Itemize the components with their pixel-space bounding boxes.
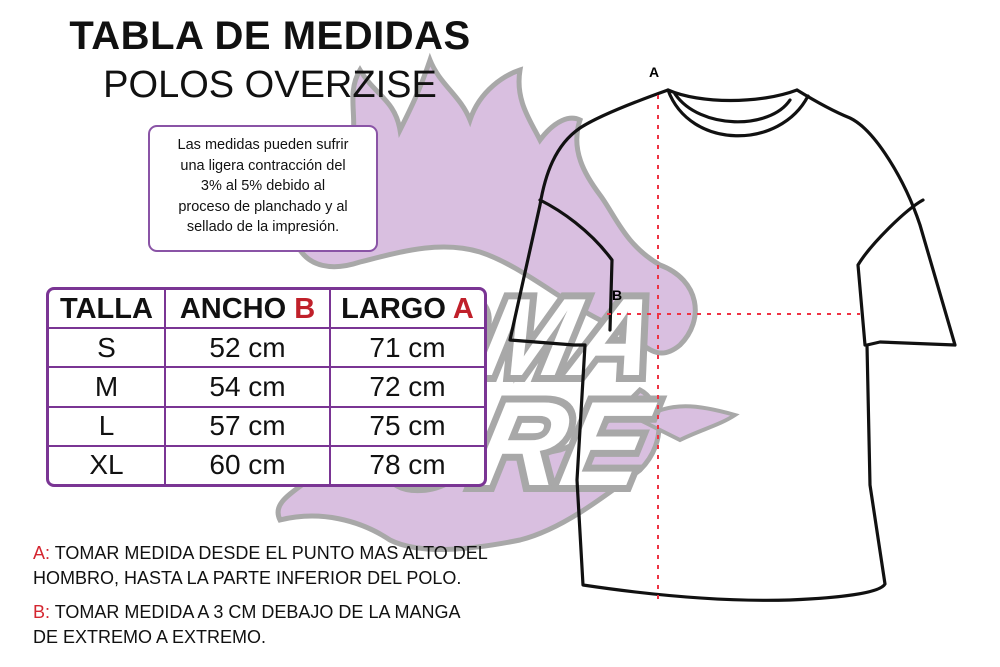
shirt-outline (508, 88, 957, 602)
table-row: XL 60 cm 78 cm (49, 444, 484, 484)
cell-ancho: 52 cm (164, 327, 331, 369)
flame-shape (275, 52, 740, 552)
sleeve-seam-right (856, 198, 925, 347)
cell-talla: M (49, 366, 166, 408)
header-largo: LARGO A (329, 290, 484, 330)
sleeve-seam-left (538, 198, 614, 332)
table-header-row: TALLA ANCHO B LARGO A (49, 290, 484, 330)
instruction-b: B: TOMAR MEDIDA A 3 CM DEBAJO DE LA MANG… (33, 602, 461, 647)
cell-talla: XL (49, 444, 166, 484)
cell-largo: 75 cm (329, 405, 484, 447)
cell-largo: 72 cm (329, 366, 484, 408)
cell-talla: S (49, 327, 166, 369)
shrinkage-note: Las medidas pueden sufrir una ligera con… (148, 125, 378, 252)
cell-talla: L (49, 405, 166, 447)
header-ancho: ANCHO B (164, 290, 331, 330)
label-a: A (649, 64, 659, 80)
collar-outer (666, 88, 799, 103)
cell-ancho: 57 cm (164, 405, 331, 447)
note-line: sellado de la impresión. (186, 219, 340, 235)
note-line: una ligera contracción del (180, 157, 346, 174)
note-line: 3% al 5% debido al (200, 178, 326, 194)
cell-largo: 78 cm (329, 444, 484, 484)
instruction-key-a: A: (33, 543, 51, 563)
label-b: B (612, 287, 622, 303)
page-title: TABLA DE MEDIDAS (69, 14, 471, 58)
marker-a: A (452, 292, 474, 325)
cell-largo: 71 cm (329, 327, 484, 369)
note-line: proceso de planchado y al (178, 198, 348, 215)
table-row: S 52 cm 71 cm (49, 327, 484, 369)
instruction-a: A: TOMAR MEDIDA DESDE EL PUNTO MAS ALTO … (33, 543, 488, 588)
instruction-key-b: B: (33, 602, 51, 622)
table-row: M 54 cm 72 cm (49, 366, 484, 408)
table-row: L 57 cm 75 cm (49, 405, 484, 447)
note-line: Las medidas pueden sufrir (177, 137, 349, 153)
size-table: TALLA ANCHO B LARGO A S 52 cm 71 cm M 54… (46, 287, 487, 487)
collar-inner (666, 88, 810, 138)
page-subtitle: POLOS OVERZISE (103, 64, 437, 106)
cell-ancho: 60 cm (164, 444, 331, 484)
collar-mid (673, 92, 792, 124)
marker-b: B (294, 292, 316, 325)
header-talla: TALLA (49, 290, 166, 330)
cell-ancho: 54 cm (164, 366, 331, 408)
